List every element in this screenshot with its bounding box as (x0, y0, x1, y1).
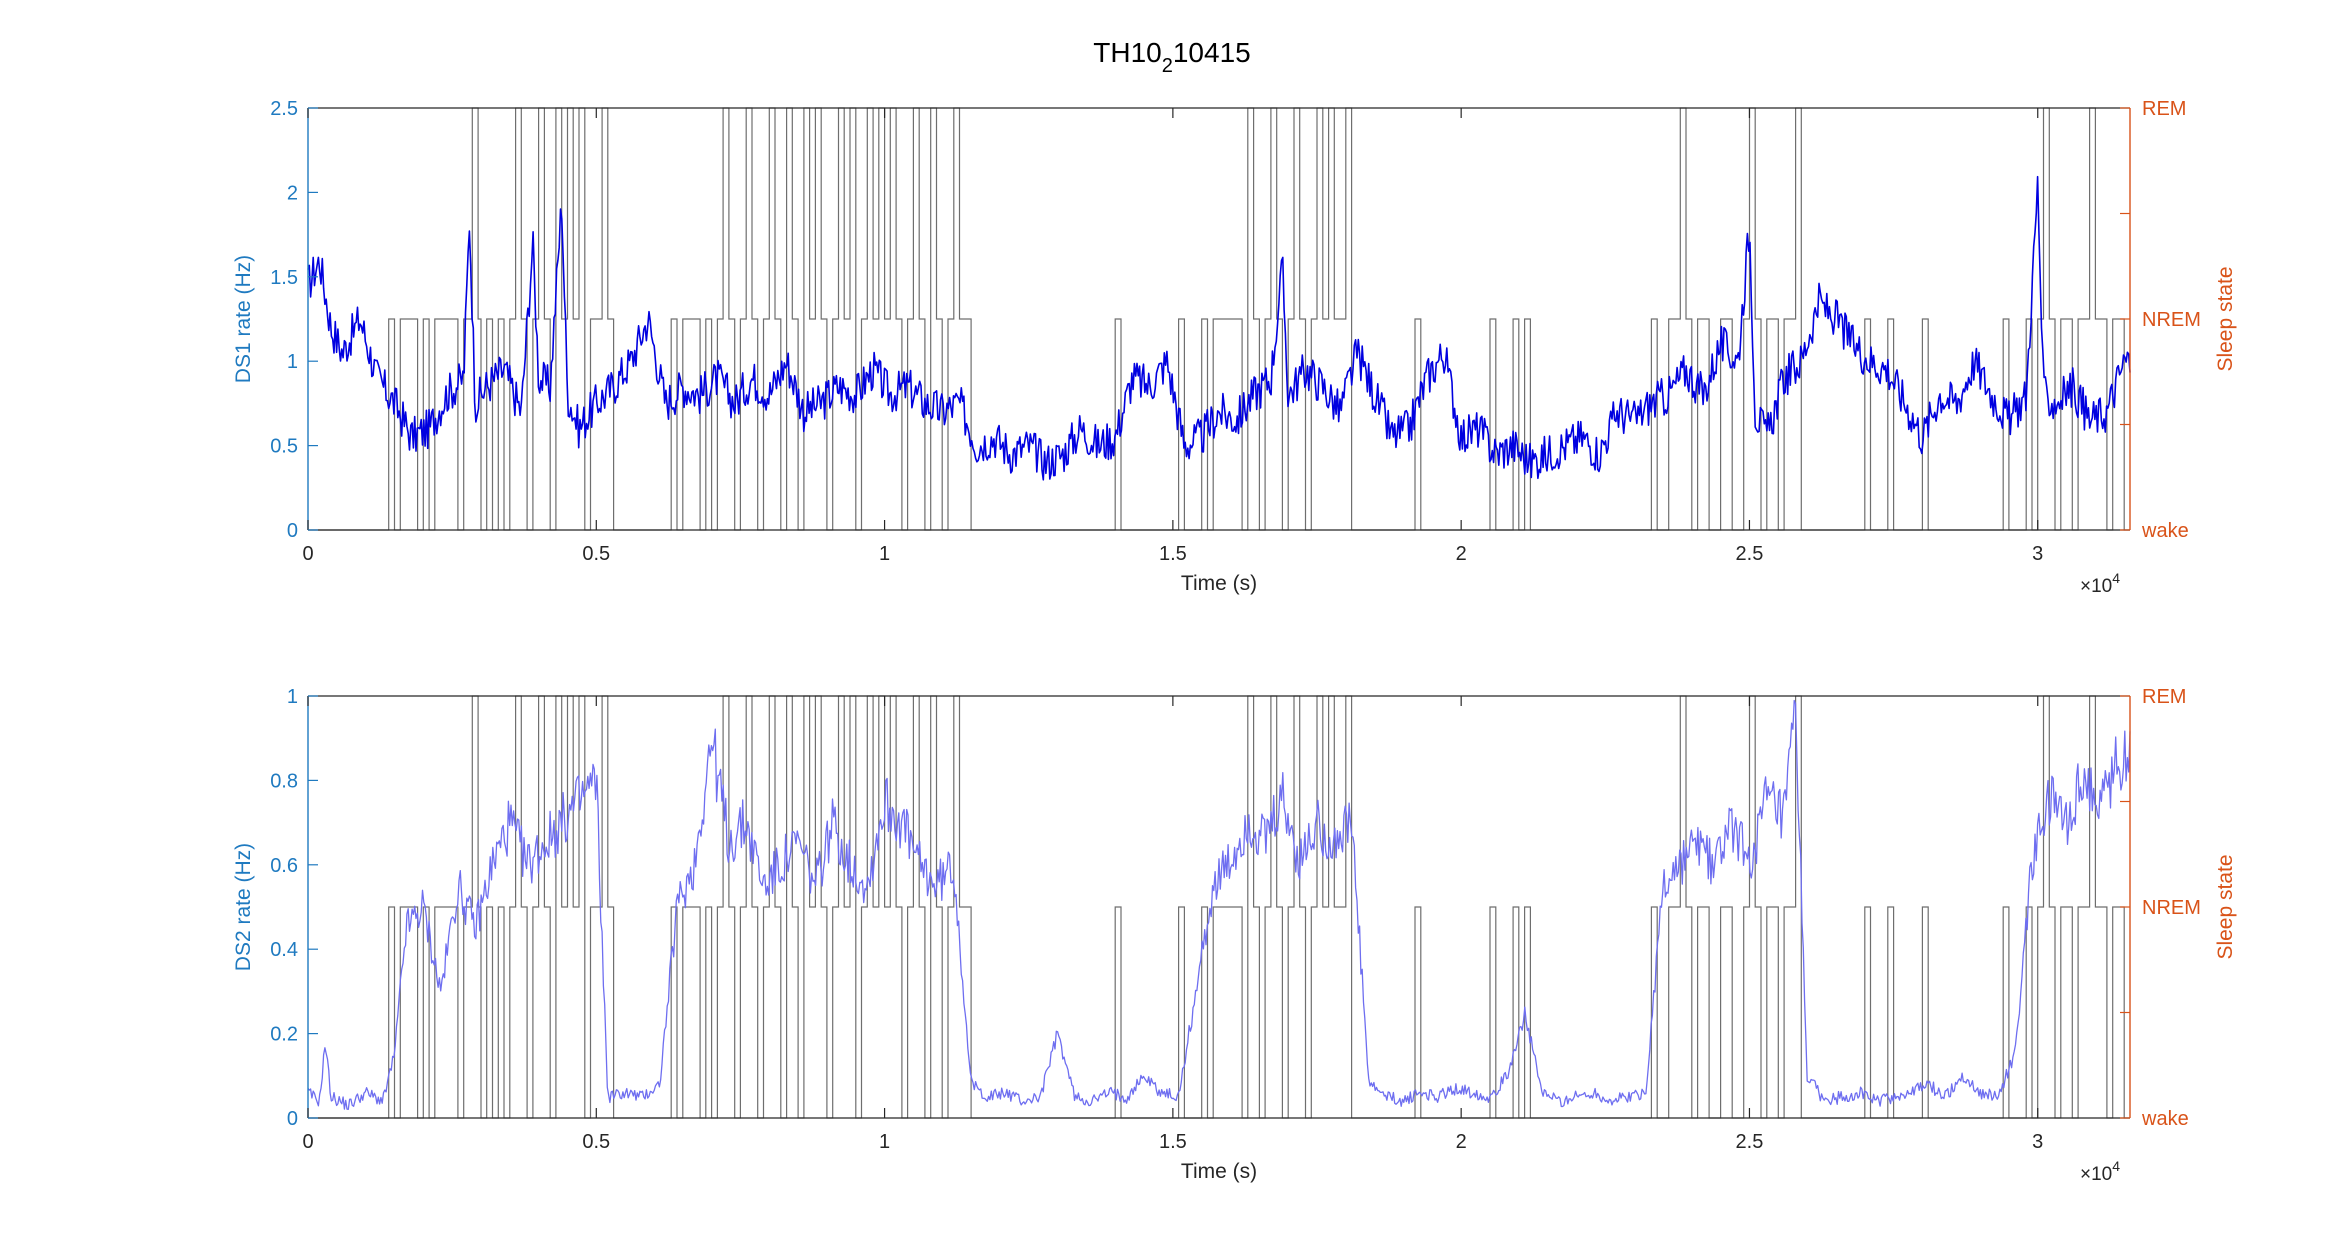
x-exponent-label: ×104 (2080, 570, 2120, 597)
panel-ds1: 0 0.5 1 1.5 2 2.5 3 Time (s) ×104 0 0.5 1 1.5 2 2.5 DS1… (232, 98, 2237, 597)
panel-ds2: 0 0.5 1 1.5 2 2.5 3 Time (s) ×104 0 0.2 0.4 0.6 0.8 1 D… (232, 686, 2237, 1185)
sleep-state-line-ds2 (308, 695, 2130, 1119)
x-exponent-label: ×104 (2080, 1158, 2120, 1185)
y-tick-label-left: 1.5 (270, 267, 298, 289)
x-tick-label: 3 (2032, 543, 2043, 565)
y-tick-label-left: 0.8 (270, 770, 298, 792)
y-tick-label-right: REM (2142, 686, 2186, 708)
x-exponent-power: 4 (2112, 570, 2120, 586)
x-tick-label: 2 (1456, 1131, 1467, 1153)
x-tick-label: 0.5 (582, 1131, 610, 1153)
y-tick-label-left: 0.4 (270, 939, 298, 961)
y-axis-label-left: DS2 rate (Hz) (232, 843, 255, 971)
x-tick-label: 0 (302, 543, 313, 565)
x-tick-label: 3 (2032, 1131, 2043, 1153)
title-end: 10415 (1173, 37, 1251, 68)
rate-line-ds2 (307, 699, 2131, 1111)
y-axis-label-right: Sleep state (2214, 266, 2237, 371)
x-tick-label: 1.5 (1159, 543, 1187, 565)
y-axis-label-left: DS1 rate (Hz) (232, 255, 255, 383)
title-subscript: 2 (1162, 55, 1173, 77)
sleep-state-line-ds1 (308, 107, 2130, 531)
y-tick-label-left: 2.5 (270, 98, 298, 120)
x-tick-label: 1.5 (1159, 1131, 1187, 1153)
figure-title: TH10210415 (1093, 37, 1250, 77)
y-tick-label-right: NREM (2142, 309, 2201, 331)
y-tick-label-right: wake (2141, 1108, 2189, 1130)
y-tick-label-right: NREM (2142, 897, 2201, 919)
y-tick-label-left: 2 (287, 182, 298, 204)
x-tick-label: 0 (302, 1131, 313, 1153)
y-tick-label-left: 0.5 (270, 436, 298, 458)
y-tick-label-left: 0 (287, 1108, 298, 1130)
title-main: TH10 (1093, 37, 1161, 68)
x-tick-label: 1 (879, 1131, 890, 1153)
x-exponent-power: 4 (2112, 1158, 2120, 1174)
y-tick-label-right: REM (2142, 98, 2186, 120)
y-tick-label-left: 1 (287, 351, 298, 373)
y-tick-label-left: 0 (287, 520, 298, 542)
rate-line-ds1 (307, 175, 2131, 481)
y-tick-label-right: wake (2141, 520, 2189, 542)
x-tick-label: 2.5 (1736, 1131, 1764, 1153)
x-tick-label: 2.5 (1736, 543, 1764, 565)
y-tick-label-left: 0.6 (270, 855, 298, 877)
x-axis-label: Time (s) (1181, 1160, 1257, 1183)
y-axis-label-right: Sleep state (2214, 854, 2237, 959)
y-tick-label-left: 1 (287, 686, 298, 708)
x-tick-label: 0.5 (582, 543, 610, 565)
y-tick-label-left: 0.2 (270, 1024, 298, 1046)
x-axis-label: Time (s) (1181, 572, 1257, 595)
x-tick-label: 2 (1456, 543, 1467, 565)
x-tick-label: 1 (879, 543, 890, 565)
